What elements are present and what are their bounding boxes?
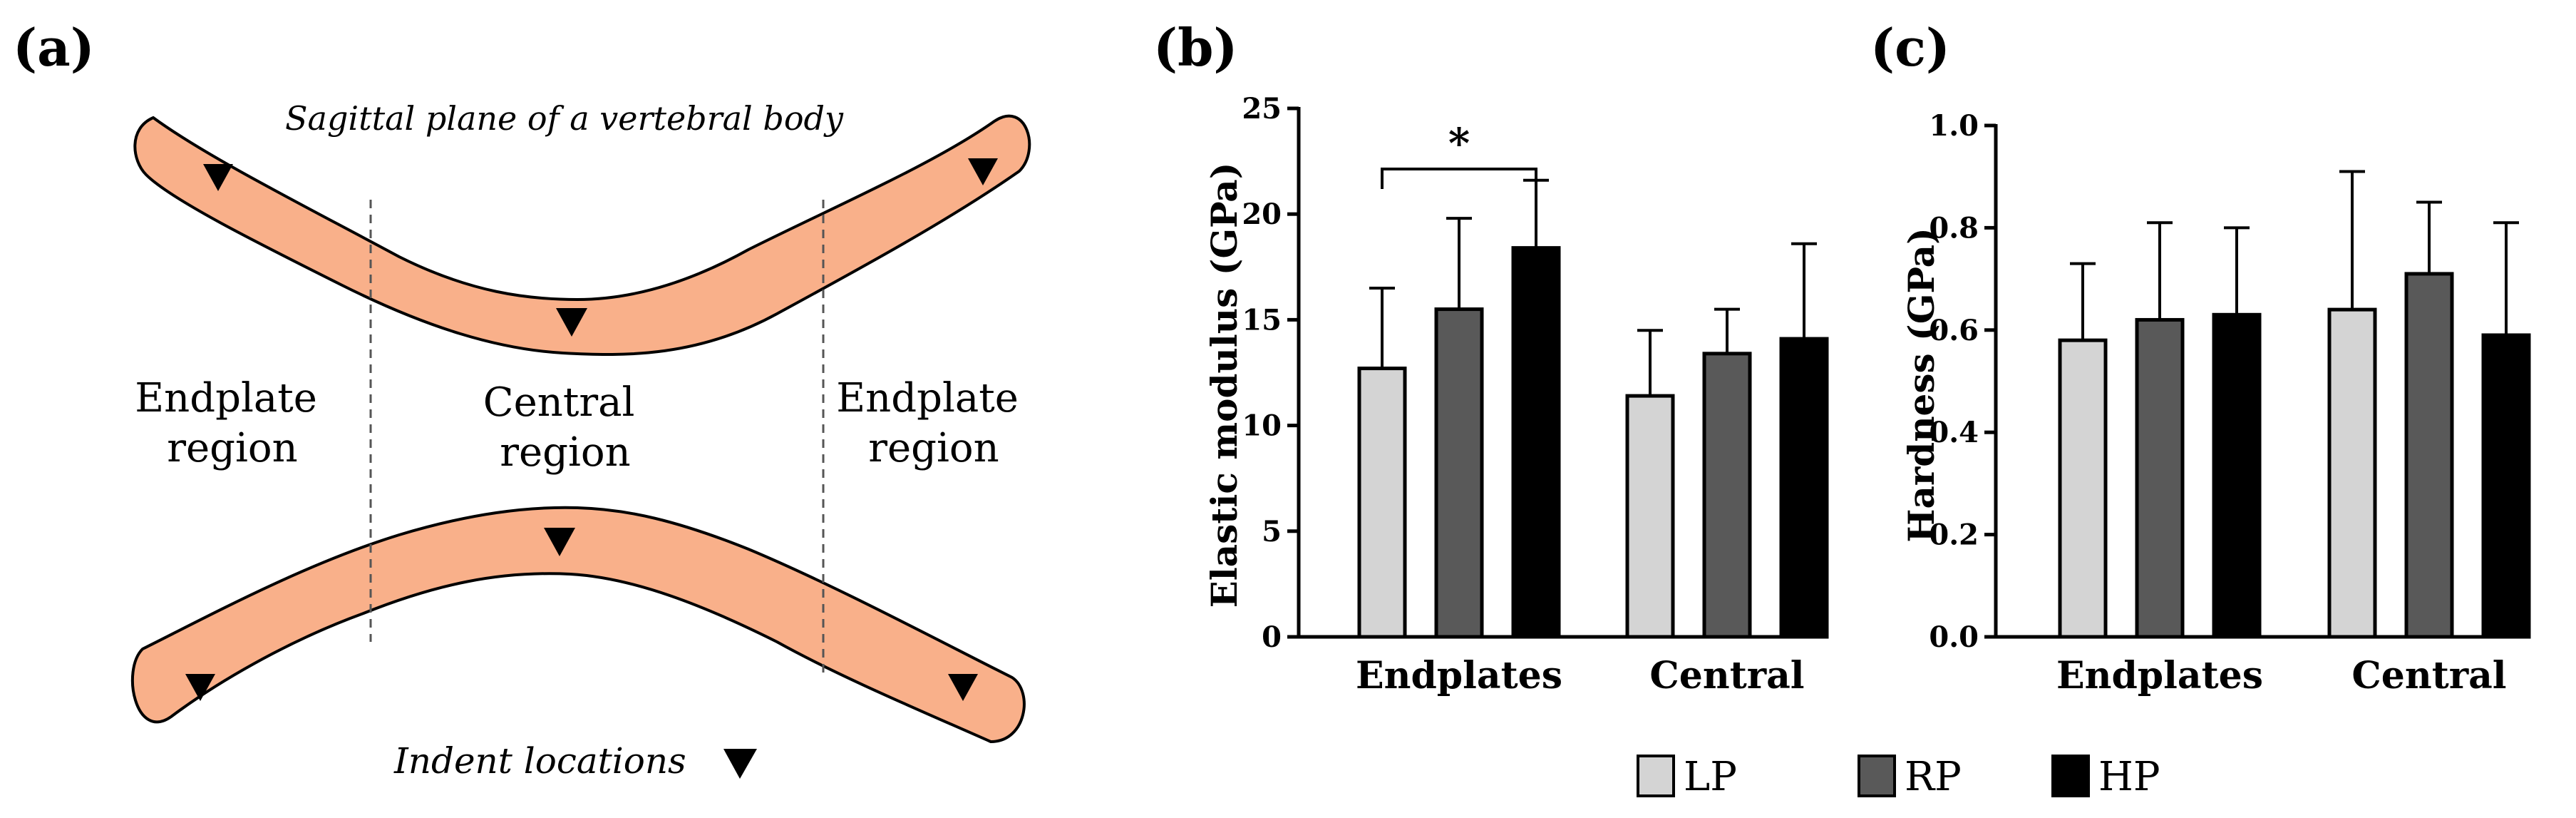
bar-lp-endplates (1357, 367, 1407, 639)
y-tick-label: 0.2 (1929, 518, 1979, 552)
bar-rp-endplates (2135, 317, 2185, 639)
sagittal-plane-title: Sagittal plane of a vertebral body (285, 99, 844, 138)
hardness-chart: 0.0 0.2 0.4 0.6 0.8 1.0 Hardness (GPa) Endplate… (1900, 109, 2531, 697)
indent-marker-icon (185, 674, 215, 701)
y-tick-label: 0.0 (1929, 620, 1979, 654)
legend: LP RP HP (1637, 754, 2160, 800)
indent-locations-caption: Indent locations (393, 740, 686, 782)
legend-label-lp: LP (1684, 754, 1737, 800)
legend-swatch-hp (2051, 755, 2090, 797)
y-tick-label: 1.0 (1929, 109, 1979, 143)
panel-a-label: (a) (13, 17, 95, 78)
x-category-label: Central (2351, 654, 2506, 697)
elastic-modulus-chart: 0 5 10 15 20 25 Elastic modulus (GPa) Endplates… (1203, 92, 1829, 697)
y-tick-label: 0.8 (1929, 211, 1979, 245)
indent-marker-icon (544, 528, 575, 556)
bar-hp-endplates (1511, 246, 1561, 639)
y-tick-label: 0.6 (1929, 314, 1979, 347)
y-tick-label: 20 (1242, 198, 1282, 231)
x-category-label: Central (1649, 654, 1804, 697)
bar-lp-central (2327, 307, 2377, 639)
y-tick-label: 0.4 (1929, 416, 1979, 449)
legend-label-rp: RP (1905, 754, 1962, 800)
bar-hp-central (2481, 333, 2531, 639)
y-axis-title: Elastic modulus (GPa) (1203, 163, 1245, 608)
central-region-label: Central region (483, 379, 647, 476)
indent-marker-icon (948, 674, 978, 701)
legend-label-hp: HP (2098, 754, 2160, 800)
y-tick-label: 15 (1242, 303, 1282, 337)
bar-rp-endplates (1434, 307, 1484, 639)
legend-swatch-rp (1858, 755, 1896, 797)
lower-vertebral-endplate (130, 506, 1026, 744)
y-tick-label: 5 (1262, 515, 1282, 548)
legend-swatch-lp (1637, 755, 1675, 797)
indent-marker-icon (203, 164, 233, 191)
x-category-label: Endplates (1356, 654, 1562, 697)
indent-markers (185, 158, 998, 701)
indent-marker-icon (968, 158, 998, 185)
panel-b: (b) 0 5 10 15 20 25 Elastic modulus (GPa) Endpl… (1153, 17, 1829, 697)
panel-c-label: (c) (1870, 17, 1950, 78)
y-tick-label: 25 (1242, 92, 1282, 126)
indent-marker-icon (556, 308, 587, 337)
bar-lp-central (1625, 394, 1675, 639)
y-tick-label: 10 (1242, 409, 1282, 443)
endplate-region-left-label: Endplate region (135, 375, 329, 471)
panel-b-label: (b) (1153, 17, 1237, 78)
indent-legend-icon (723, 749, 757, 779)
bar-rp-central (1702, 352, 1752, 639)
bar-hp-central (1779, 337, 1829, 639)
significance-marker: * (1448, 119, 1470, 168)
panel-a: (a) Sagittal plane of a vertebral body E… (13, 17, 1031, 782)
upper-vertebral-endplate (133, 114, 1031, 356)
x-category-label: Endplates (2056, 654, 2263, 697)
bar-hp-endplates (2212, 312, 2262, 639)
bar-lp-endplates (2058, 338, 2108, 639)
y-tick-label: 0 (1262, 620, 1282, 654)
bar-rp-central (2404, 272, 2454, 639)
y-axis-title: Hardness (GPa) (1900, 227, 1942, 542)
panel-c: (c) 0.0 0.2 0.4 0.6 0.8 1.0 Hardness (GPa) Endp… (1870, 17, 2531, 697)
endplate-region-right-label: Endplate region (836, 375, 1031, 471)
significance-bracket (1381, 168, 1537, 189)
